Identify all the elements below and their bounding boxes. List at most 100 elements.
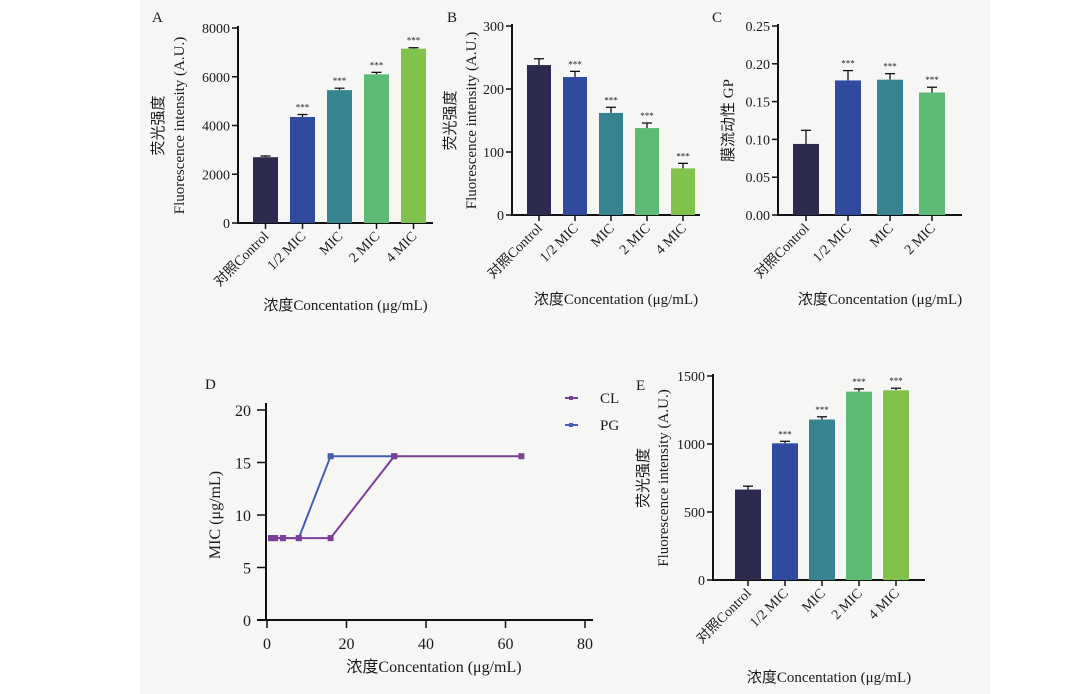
bar [253,157,278,223]
data-point-cl [391,453,398,460]
x-axis-label: 浓度Concentation (μg/mL) [263,297,427,314]
data-point-cl [518,453,525,460]
x-tick-label: 2 MIC [617,221,654,258]
y-tick-label: 0 [223,217,230,232]
y-axis-label-cn: 荧光强度 [150,95,167,155]
x-tick-label: MIC [317,229,346,258]
bar [735,489,761,580]
bar [883,390,909,580]
y-tick-label: 2000 [202,168,230,183]
x-tick-label: MIC [800,586,829,615]
panel-label: A [152,10,163,26]
y-tick-label: 0.10 [746,133,771,148]
y-tick-label: 10 [235,508,251,525]
y-axis-label-cn: 膜流动性 GP [720,79,737,162]
significance-label: *** [925,75,939,85]
bar [290,116,315,223]
y-tick-label: 100 [483,146,504,161]
y-axis-label: Fluorescence intensity (A.U.) [464,32,480,209]
legend-label: PG [600,418,619,434]
y-tick-label: 0.25 [746,20,771,35]
bar [364,74,389,223]
y-tick-label: 200 [483,83,504,98]
x-tick-label: 80 [577,636,593,653]
y-tick-label: 1000 [677,438,705,453]
y-tick-label: 0.20 [746,58,771,73]
bar [793,143,819,215]
bar [919,92,945,215]
x-tick-label: 对照Control [751,220,812,281]
x-tick-label: 60 [498,636,514,653]
significance-label: *** [333,76,347,86]
significance-label: *** [640,111,654,121]
significance-label: *** [778,429,792,439]
panel-label: E [636,378,645,394]
bar [835,80,861,215]
significance-label: *** [604,95,618,105]
x-axis-label: 浓度Concentation (μg/mL) [534,291,698,308]
y-tick-label: 0 [243,613,251,630]
x-tick-label: 1/2 MIC [747,586,791,630]
panel-e: E 0 500 1000 1500 对照Control *** 1/2 MIC *** MIC **… [635,370,925,686]
y-tick-label: 0 [698,574,705,589]
y-tick-label: 0 [497,209,504,224]
significance-label: *** [841,59,855,69]
legend-marker [569,423,573,427]
significance-label: *** [407,36,421,46]
x-tick-label: 40 [418,636,434,653]
significance-label: *** [889,376,903,386]
bar [401,48,426,223]
significance-label: *** [676,151,690,161]
legend-marker [569,396,573,400]
x-tick-label: 4 MIC [866,586,903,623]
y-axis-label-cn: 荧光强度 [635,448,652,508]
significance-label: *** [815,405,829,415]
x-tick-label: 对照Control [693,585,754,646]
y-axis-label-cn: 荧光强度 [442,90,459,150]
data-point-cl [327,535,334,542]
x-tick-label: 4 MIC [384,229,421,266]
bar [877,79,903,216]
x-tick-label: 20 [339,636,355,653]
bar [635,128,659,215]
x-tick-label: 2 MIC [829,586,866,623]
significance-label: *** [370,60,384,70]
panel-a: A 0 2000 4000 6000 8000 对照Control *** 1/2 MIC ***… [150,10,433,314]
data-point-cl [279,535,286,542]
y-tick-label: 0.00 [746,209,771,224]
bar [527,65,551,215]
x-axis-label: 浓度Concentation (μg/mL) [798,291,962,308]
x-tick-label: MIC [868,221,897,250]
y-tick-label: 500 [684,506,705,521]
y-tick-label: 5 [243,561,251,578]
y-tick-label: 15 [235,456,251,473]
significance-label: *** [296,103,310,113]
x-tick-label: MIC [589,221,618,250]
x-tick-label: 1/2 MIC [537,221,581,265]
x-axis-label: 浓度Concentation (μg/mL) [747,669,911,686]
bar [327,90,352,223]
bar [772,443,798,580]
bar [599,112,623,215]
x-tick-label: 1/2 MIC [265,229,309,273]
x-tick-label: 4 MIC [653,221,690,258]
bar [809,419,835,580]
significance-label: *** [568,59,582,69]
y-tick-label: 0.05 [746,171,771,186]
panel-label: B [447,10,457,26]
y-tick-label: 300 [483,20,504,35]
x-tick-label: 0 [263,636,271,653]
y-axis-label: Fluorescence intensity (A.U.) [172,37,188,214]
series-line-pg [270,455,395,540]
x-tick-label: 2 MIC [347,229,384,266]
y-tick-label: 20 [235,403,251,420]
data-point-cl [267,535,274,542]
x-tick-label: 对照Control [211,228,272,289]
panel-label: D [205,377,216,393]
bar [846,391,872,580]
y-tick-label: 0.15 [746,96,771,111]
significance-label: *** [852,377,866,387]
data-point-pg [327,453,334,460]
